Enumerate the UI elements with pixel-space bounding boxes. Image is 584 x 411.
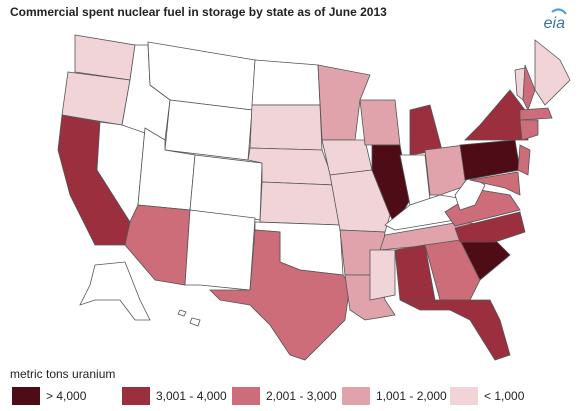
state xyxy=(189,154,263,221)
state xyxy=(79,261,151,321)
legend-swatch xyxy=(122,387,150,405)
state xyxy=(534,39,571,106)
legend-swatch xyxy=(12,387,40,405)
state xyxy=(454,211,526,243)
legend-swatch xyxy=(342,387,370,405)
state xyxy=(399,299,511,361)
state xyxy=(74,34,136,81)
legend-label: 1,001 - 2,000 xyxy=(376,389,447,403)
state xyxy=(424,144,469,196)
state xyxy=(124,204,191,286)
legend-label: < 1,000 xyxy=(484,389,525,403)
logo-swoosh xyxy=(551,8,567,15)
legend-label: 2,001 - 3,000 xyxy=(266,389,337,403)
state xyxy=(321,139,373,176)
state xyxy=(522,64,536,112)
legend-label: > 4,000 xyxy=(46,389,87,403)
state xyxy=(519,119,539,141)
state xyxy=(184,209,256,291)
state xyxy=(519,107,553,121)
state xyxy=(177,309,187,317)
state xyxy=(317,64,371,141)
state xyxy=(517,144,531,176)
state xyxy=(249,104,323,151)
legend-label: 3,001 - 4,000 xyxy=(156,389,227,403)
state xyxy=(359,99,401,146)
states xyxy=(57,34,571,361)
logo: eia xyxy=(544,15,565,32)
state xyxy=(164,99,253,161)
legend-swatch xyxy=(232,387,260,405)
state xyxy=(209,229,351,361)
state xyxy=(409,104,443,156)
legend-title: metric tons uranium xyxy=(10,367,115,381)
legend-swatch xyxy=(450,387,478,405)
map-title: Commercial spent nuclear fuel in storage… xyxy=(10,5,387,19)
state xyxy=(469,171,521,196)
state xyxy=(189,317,201,327)
state xyxy=(424,239,481,301)
state xyxy=(464,89,529,141)
state xyxy=(259,181,341,226)
state xyxy=(369,249,396,301)
legend: > 4,000 3,001 - 4,000 2,001 - 3,000 1,001 -… xyxy=(12,387,525,405)
state xyxy=(251,59,321,106)
